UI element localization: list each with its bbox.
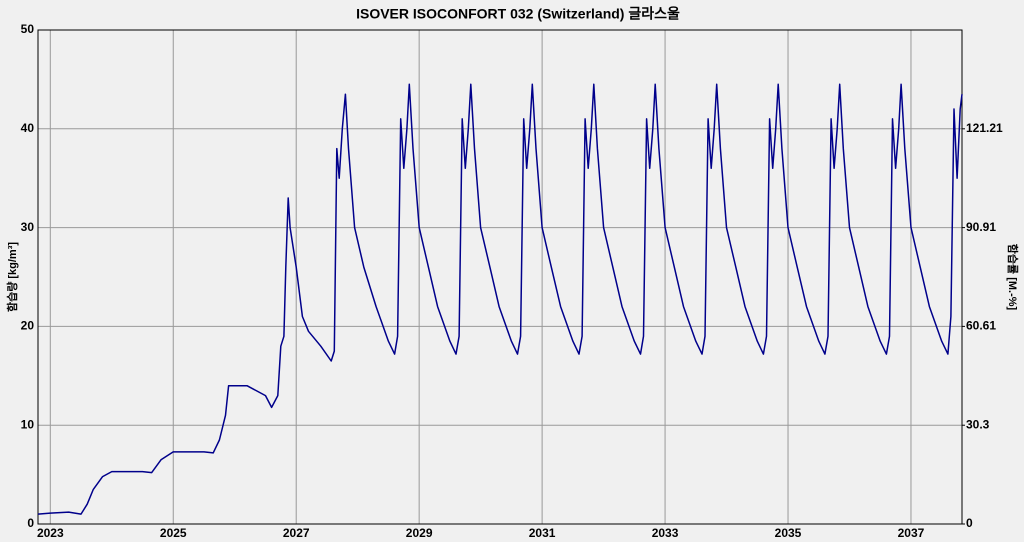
x-tick-label: 2025 [160, 526, 187, 540]
x-tick-label: 2029 [406, 526, 433, 540]
y2-tick-label: 0 [966, 516, 973, 530]
x-tick-label: 2031 [529, 526, 556, 540]
y-tick-label: 10 [21, 417, 35, 431]
x-tick-label: 2027 [283, 526, 310, 540]
y2-axis-label: 함습률 [M.-%] [1006, 244, 1020, 311]
x-tick-label: 2035 [775, 526, 802, 540]
x-tick-label: 2037 [898, 526, 925, 540]
x-tick-label: 2033 [652, 526, 679, 540]
y-tick-label: 0 [27, 516, 34, 530]
data-line [37, 83, 963, 515]
x-tick-label: 2023 [37, 526, 64, 540]
y2-tick-label: 30.3 [966, 417, 990, 431]
y-axis-label: 함습량 [kg/m³] [5, 242, 19, 312]
y-tick-label: 30 [21, 220, 35, 234]
y-tick-label: 40 [21, 121, 35, 135]
y2-tick-label: 121.21 [966, 121, 1003, 135]
y2-tick-label: 60.61 [966, 319, 996, 333]
plot-border [37, 29, 963, 525]
y2-tick-label: 90.91 [966, 220, 996, 234]
chart-title: ISOVER ISOCONFORT 032 (Switzerland) 글라스울 [356, 6, 680, 22]
plot-area [38, 30, 962, 524]
y-tick-label: 20 [21, 319, 35, 333]
y-tick-label: 50 [21, 22, 35, 36]
